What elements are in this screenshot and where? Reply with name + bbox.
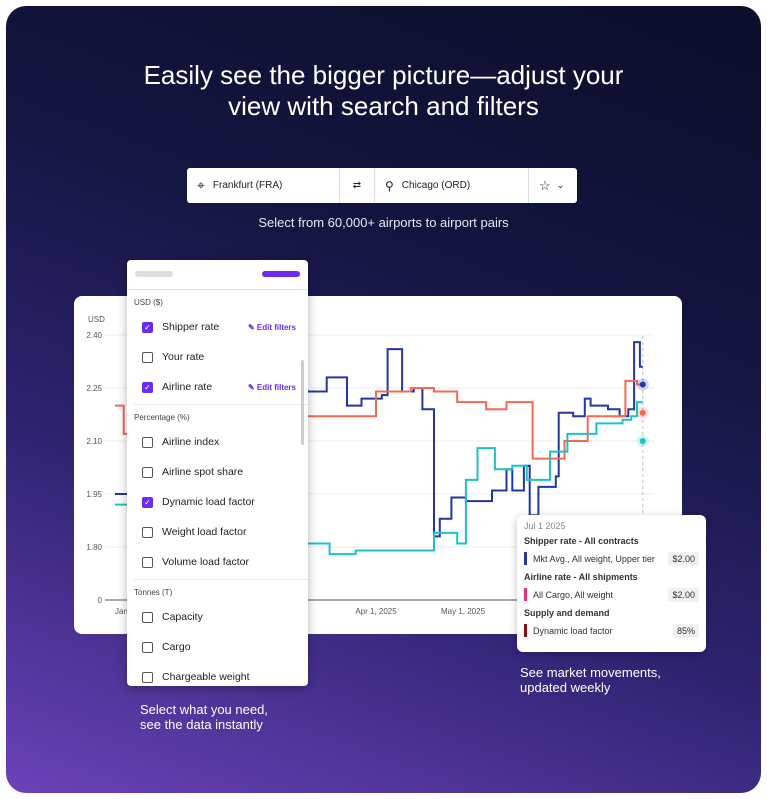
favorites-dropdown[interactable]: ☆ ⌄ <box>529 168 564 203</box>
checkbox[interactable] <box>142 611 153 623</box>
filter-label: Weight load factor <box>162 526 247 538</box>
y-tick-label: 0 <box>98 596 103 605</box>
filter-option[interactable]: ✓ Dynamic load factor <box>127 487 308 517</box>
map-pin-icon: ⚲ <box>385 178 394 193</box>
checkbox[interactable] <box>142 671 153 683</box>
y-tick-label: 1.80 <box>86 543 102 552</box>
tooltip-label: All Cargo, All weight <box>533 589 614 600</box>
edit-filters-label: Edit filters <box>256 322 296 332</box>
destination-field[interactable]: ⚲ Chicago (ORD) <box>375 168 529 203</box>
accent-pill <box>262 271 300 277</box>
edit-filters-label: Edit filters <box>256 382 296 392</box>
pencil-icon: ✎ <box>247 382 257 392</box>
destination-value: Chicago (ORD) <box>401 180 471 191</box>
tooltip-group-title: Shipper rate - All contracts <box>524 536 639 546</box>
filter-option[interactable]: Volume load factor <box>127 547 308 577</box>
filter-label: Chargeable weight <box>162 671 250 683</box>
placeholder-pill <box>135 271 173 277</box>
x-tick-label: May 1, 2025 <box>441 607 486 616</box>
y-tick-label: 2.40 <box>86 331 102 340</box>
headline: Easily see the bigger picture—adjust you… <box>143 60 624 121</box>
panel-header <box>127 260 308 290</box>
tooltip-date: Jul 1 2025 <box>524 521 566 531</box>
star-icon: ☆ <box>539 177 551 193</box>
filter-label: Dynamic load factor <box>162 496 255 508</box>
checkbox[interactable] <box>142 556 153 568</box>
chevron-down-icon: ⌄ <box>556 180 565 190</box>
filter-label: Volume load factor <box>162 556 249 568</box>
scrollbar[interactable] <box>301 360 304 445</box>
filter-option[interactable]: Your rate <box>127 342 308 372</box>
filter-option[interactable]: Weight load factor <box>127 517 308 547</box>
tooltip-group-title: Airline rate - All shipments <box>524 572 638 582</box>
y-tick-label: 2.10 <box>86 437 102 446</box>
filter-option[interactable]: Cargo <box>127 632 308 662</box>
y-tick-label: 2.25 <box>86 384 102 393</box>
caption-left: Select what you need, see the data insta… <box>140 702 268 732</box>
filter-option[interactable]: Capacity <box>127 602 308 632</box>
filter-option[interactable]: ✓ Airline rate ✎ Edit filters <box>127 372 308 402</box>
origin-value: Frankfurt (FRA) <box>212 180 283 191</box>
route-search-bar: ⌖ Frankfurt (FRA) ⇄ ⚲ Chicago (ORD) ☆ ⌄ <box>187 168 577 203</box>
series-line <box>115 401 643 556</box>
edit-filters-link[interactable]: ✎ Edit filters <box>248 323 296 332</box>
y-tick-label: 1.95 <box>86 490 102 499</box>
series-line <box>115 341 643 538</box>
crosshair-icon: ⌖ <box>197 177 205 193</box>
divider <box>134 579 308 580</box>
swap-button[interactable]: ⇄ <box>340 168 375 203</box>
caption-right: See market movements, updated weekly <box>520 665 661 695</box>
edit-filters-link[interactable]: ✎ Edit filters <box>248 383 296 392</box>
filter-label: Cargo <box>162 641 191 653</box>
tooltip-value: $2.00 <box>668 587 699 602</box>
origin-field[interactable]: ⌖ Frankfurt (FRA) <box>187 168 340 203</box>
filter-option[interactable]: Airline index <box>127 427 308 457</box>
filter-option[interactable]: ✓ Shipper rate ✎ Edit filters <box>127 312 308 342</box>
filter-label: Shipper rate <box>162 321 220 333</box>
tooltip-label: Mkt Avg., All weight, Upper tier <box>533 553 655 564</box>
filter-option[interactable]: Airline spot share <box>127 457 308 487</box>
filter-label: Airline spot share <box>162 466 244 478</box>
filter-label: Your rate <box>162 351 205 363</box>
y-axis-label: USD <box>88 315 105 324</box>
section-title: Tonnes (T) <box>134 588 173 597</box>
tooltip-label: Dynamic load factor <box>533 625 613 636</box>
section-title: Percentage (%) <box>134 413 190 422</box>
filter-option[interactable]: Chargeable weight <box>127 662 308 686</box>
series-color-marker <box>524 624 527 637</box>
hover-marker <box>639 409 646 416</box>
hover-marker <box>639 438 646 444</box>
filter-label: Airline rate <box>162 381 213 393</box>
series-color-marker <box>524 588 527 601</box>
filter-label: Airline index <box>162 436 220 448</box>
section-title: USD ($) <box>134 298 163 307</box>
pencil-icon: ✎ <box>247 322 257 332</box>
tooltip-group-title: Supply and demand <box>524 608 610 618</box>
search-subtitle: Select from 60,000+ airports to airport … <box>258 215 509 230</box>
tooltip-row: All Cargo, All weight $2.00 <box>524 586 699 603</box>
filter-label: Capacity <box>162 611 203 623</box>
hover-marker <box>639 381 646 388</box>
checkbox[interactable] <box>142 436 153 448</box>
checkbox[interactable] <box>142 466 153 478</box>
checkbox[interactable]: ✓ <box>142 381 153 393</box>
filter-panel: USD ($) ✓ Shipper rate ✎ Edit filters Your r… <box>127 260 308 686</box>
chart-tooltip: Jul 1 2025 Shipper rate - All contracts M… <box>517 515 706 652</box>
checkbox[interactable] <box>142 641 153 653</box>
x-tick-label: Apr 1, 2025 <box>355 607 397 616</box>
checkbox[interactable]: ✓ <box>142 321 153 333</box>
tooltip-row: Mkt Avg., All weight, Upper tier $2.00 <box>524 550 699 567</box>
series-color-marker <box>524 552 527 565</box>
swap-arrows-icon: ⇄ <box>352 180 362 191</box>
checkbox[interactable] <box>142 351 153 363</box>
tooltip-value: 85% <box>672 623 699 638</box>
divider <box>134 404 308 405</box>
checkbox[interactable] <box>142 526 153 538</box>
tooltip-row: Dynamic load factor 85% <box>524 622 699 639</box>
checkbox[interactable]: ✓ <box>142 496 153 508</box>
tooltip-value: $2.00 <box>668 551 699 566</box>
